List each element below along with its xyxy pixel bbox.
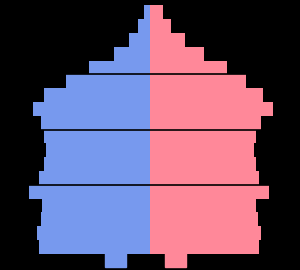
Bar [150,33,184,47]
Bar [150,75,246,88]
Bar [29,185,150,199]
Bar [150,157,256,171]
Bar [44,88,150,102]
Bar [65,75,150,88]
Bar [46,143,150,157]
Bar [37,226,150,240]
Bar [113,47,150,60]
Bar [150,60,227,75]
Bar [40,116,150,130]
Bar [39,171,150,185]
Bar [150,116,261,130]
Bar [129,33,150,47]
Bar [33,102,150,116]
Bar [44,130,150,143]
Bar [139,19,150,33]
Bar [150,185,269,199]
Bar [150,19,171,33]
Bar [150,47,204,60]
Bar [88,60,150,75]
Bar [150,130,256,143]
Bar [150,5,164,19]
Bar [44,157,150,171]
Bar [39,240,150,254]
Bar [150,212,257,226]
Bar [40,212,150,226]
Bar [144,5,150,19]
Bar [43,199,150,212]
Bar [150,88,263,102]
Bar [150,226,261,240]
Bar [150,143,254,157]
Bar [150,171,260,185]
Bar [150,102,273,116]
Bar [150,199,256,212]
Bar [150,240,260,254]
